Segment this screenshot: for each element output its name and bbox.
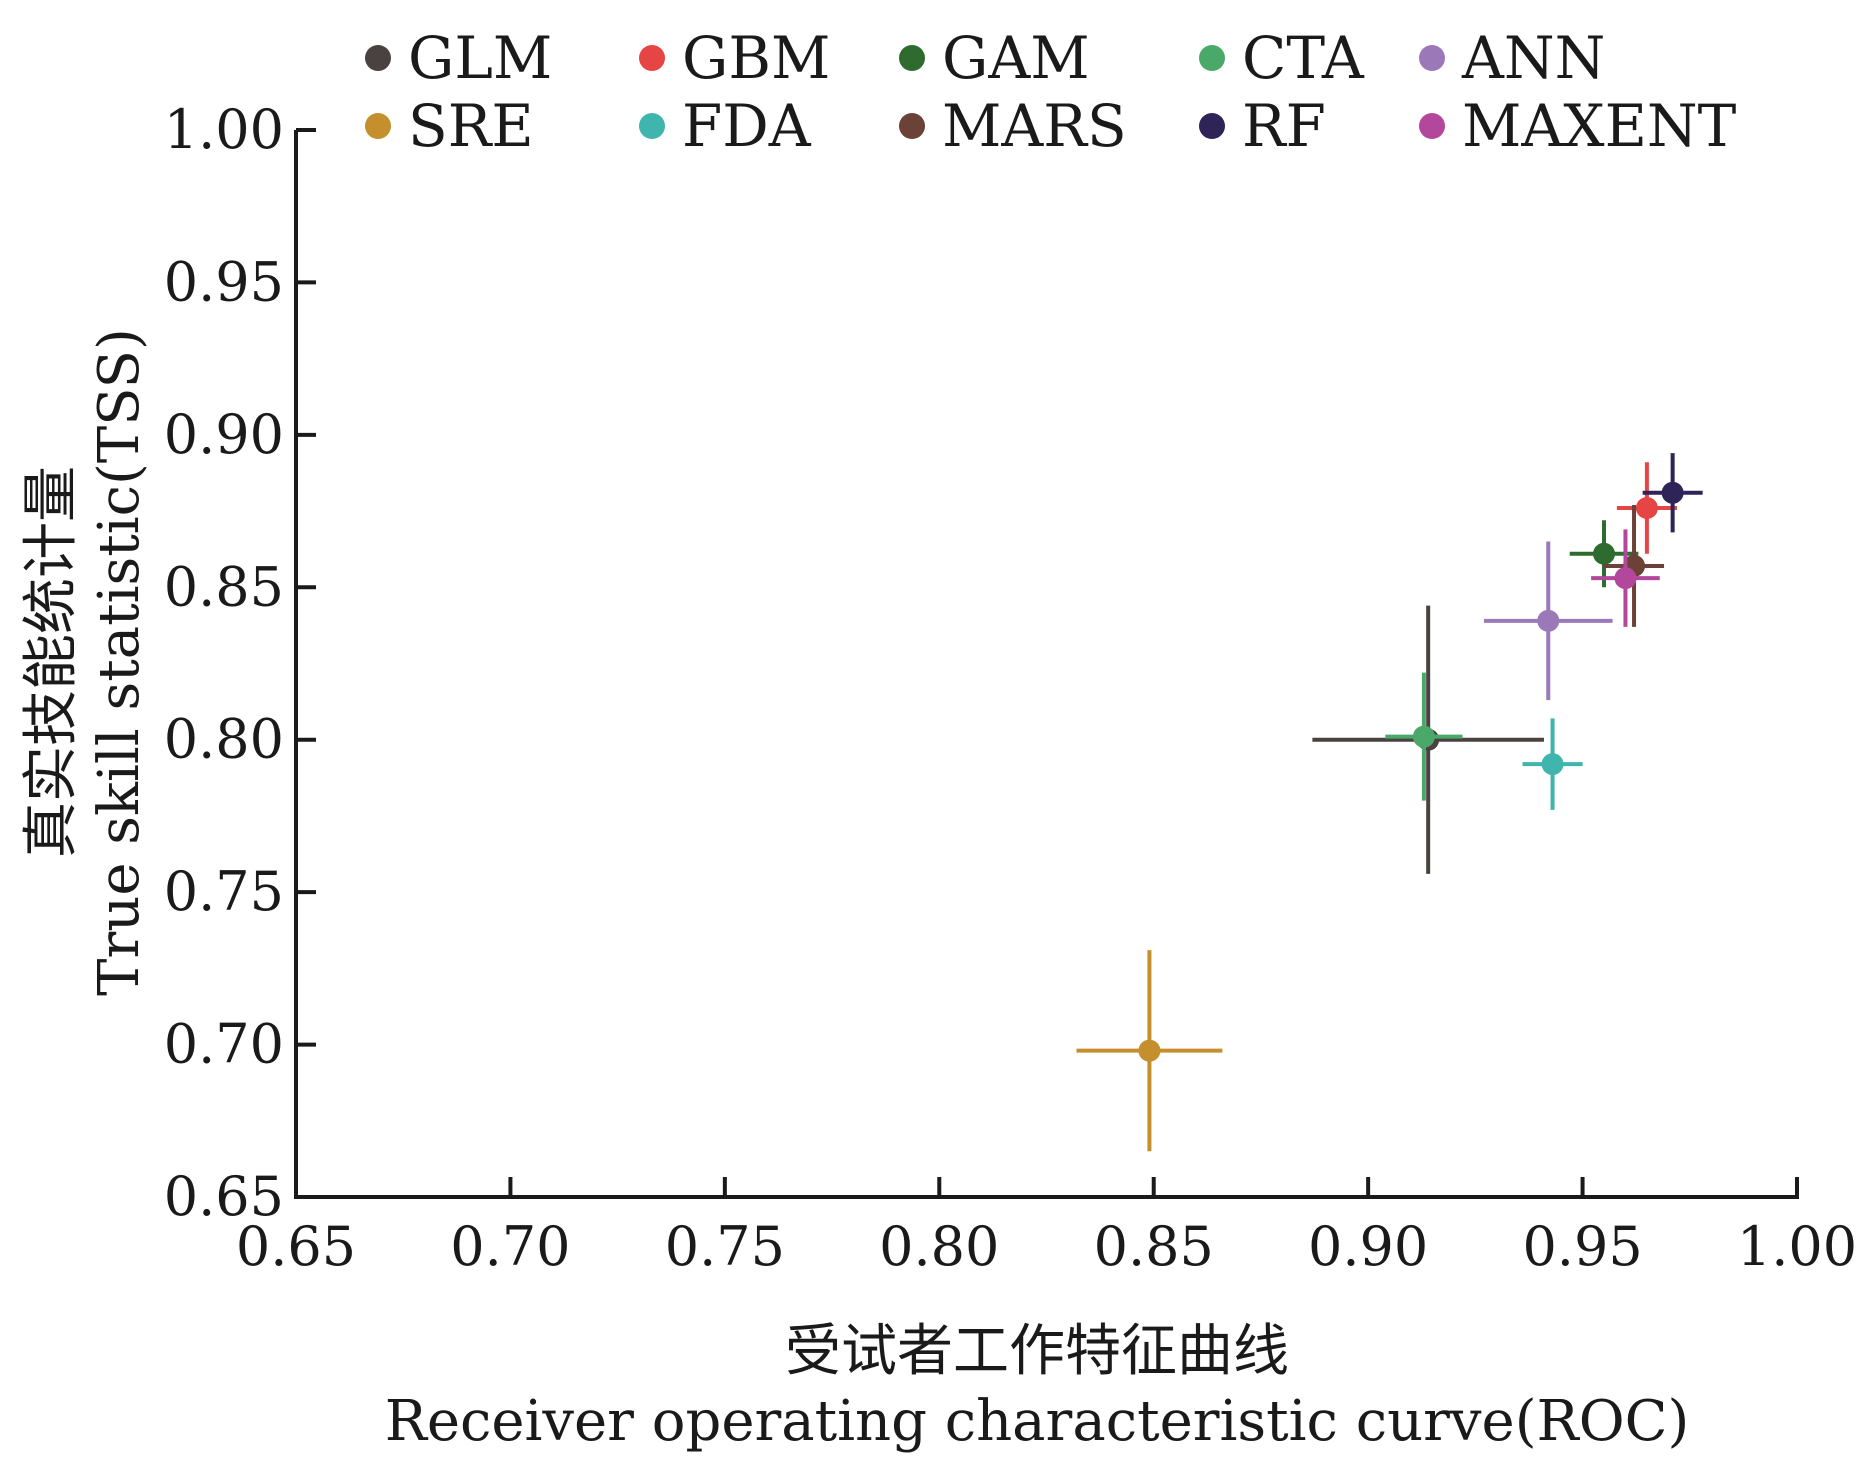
axis-lines — [294, 130, 1799, 1199]
marker-ann — [1537, 609, 1560, 632]
y-tick-label: 1.00 — [164, 98, 284, 161]
point-maxent — [1591, 529, 1660, 627]
legend-label-rf: RF — [1242, 92, 1326, 160]
legend-label-maxent: MAXENT — [1462, 92, 1737, 160]
point-sre — [1076, 950, 1223, 1152]
x-tick-label: 0.75 — [665, 1215, 785, 1278]
y-axis-title-cn: 真实技能统计量 — [19, 466, 84, 858]
x-axis-title: Receiver operating characteristic curve(… — [385, 1389, 1690, 1454]
y-axis-title: True skill statistic(TSS) — [87, 328, 152, 996]
legend-marker-fda — [639, 113, 665, 139]
legend-marker-glm — [365, 45, 391, 71]
legend: GLM GBM GAM CTA ANN SRE FDA MARS RF MAXENT — [365, 24, 1737, 160]
y-tick-label: 0.80 — [164, 708, 284, 771]
x-axis-ticks: 0.65 0.70 0.75 0.80 0.85 0.90 0.95 1.00 — [236, 1177, 1857, 1278]
point-gbm — [1616, 462, 1677, 554]
legend-marker-rf — [1199, 113, 1225, 139]
y-tick-label: 0.90 — [164, 403, 284, 466]
x-tick-label: 0.85 — [1094, 1215, 1214, 1278]
x-axis-title-cn: 受试者工作特征曲线 — [785, 1319, 1289, 1384]
x-tick-label: 0.95 — [1522, 1215, 1642, 1278]
marker-gbm — [1635, 497, 1658, 520]
legend-label-gbm: GBM — [682, 24, 830, 92]
legend-label-cta: CTA — [1242, 24, 1365, 92]
marker-cta — [1412, 725, 1435, 748]
y-axis-ticks: 0.65 0.70 0.75 0.80 0.85 0.90 0.95 1.00 — [164, 98, 316, 1228]
legend-marker-ann — [1419, 45, 1445, 71]
point-ann — [1483, 541, 1613, 701]
legend-marker-maxent — [1419, 113, 1445, 139]
marker-maxent — [1614, 567, 1637, 590]
point-mars — [1604, 504, 1665, 627]
marker-sre — [1138, 1039, 1161, 1062]
legend-label-gam: GAM — [942, 24, 1090, 92]
y-tick-label: 0.75 — [164, 860, 284, 923]
x-tick-label: 0.70 — [450, 1215, 570, 1278]
y-tick-label: 0.65 — [164, 1165, 284, 1228]
x-tick-label: 1.00 — [1737, 1215, 1857, 1278]
legend-label-glm: GLM — [408, 24, 552, 92]
y-tick-label: 0.70 — [164, 1013, 284, 1076]
marker-gam — [1593, 542, 1616, 565]
axes: 0.65 0.70 0.75 0.80 0.85 0.90 0.95 1.00 0.65 0.7… — [164, 98, 1857, 1278]
legend-label-fda: FDA — [682, 92, 812, 160]
legend-marker-mars — [899, 113, 925, 139]
legend-marker-sre — [365, 113, 391, 139]
y-tick-label: 0.95 — [164, 250, 284, 313]
legend-label-ann: ANN — [1461, 24, 1605, 92]
x-tick-label: 0.90 — [1308, 1215, 1428, 1278]
marker-fda — [1541, 753, 1564, 776]
legend-marker-cta — [1199, 45, 1225, 71]
legend-marker-gbm — [639, 45, 665, 71]
marker-rf — [1661, 481, 1684, 504]
point-fda — [1522, 718, 1583, 810]
x-tick-label: 0.80 — [879, 1215, 999, 1278]
point-rf — [1642, 453, 1703, 533]
legend-label-mars: MARS — [942, 92, 1127, 160]
data-points — [1076, 453, 1703, 1152]
legend-marker-gam — [899, 45, 925, 71]
legend-label-sre: SRE — [408, 92, 534, 160]
point-cta — [1385, 672, 1463, 801]
x-tick-label: 0.65 — [236, 1215, 356, 1278]
y-tick-label: 0.85 — [164, 555, 284, 618]
